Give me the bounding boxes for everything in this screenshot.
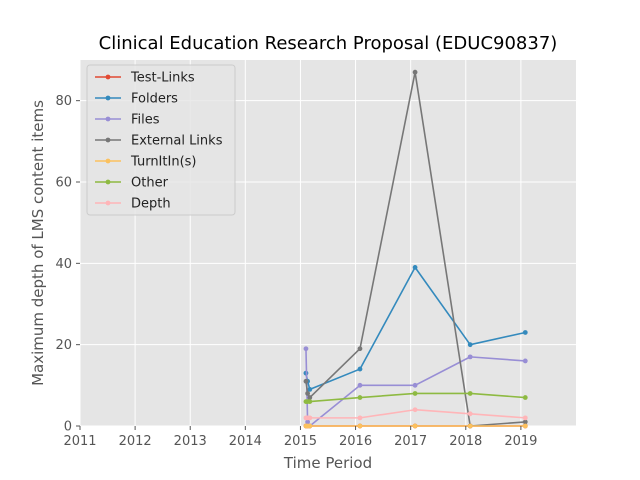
data-point-depth [307,415,313,421]
data-point-folders [412,265,418,270]
x-tick-label: 2014 [229,434,262,449]
legend-marker [105,179,111,185]
legend-label: Files [131,113,160,128]
data-point-folders [467,342,473,348]
data-point-other [522,395,528,400]
y-tick-label: 0 [64,420,72,435]
data-point-external-links [303,378,309,384]
legend-marker [105,74,111,80]
data-point-folders [522,330,528,335]
legend-label: Other [131,176,169,191]
data-point-files [467,354,473,360]
data-point-folders [357,366,363,372]
legend-marker [105,116,111,122]
legend-box [86,64,236,216]
legend-marker [105,95,111,101]
y-tick-label: 60 [55,176,72,191]
data-point-turnitin-s [522,423,528,429]
series-turnitin-s [303,423,528,429]
y-tick-label: 80 [55,94,72,109]
data-point-turnitin-s [412,423,418,429]
data-point-files [305,419,311,425]
legend-label: Test-Links [130,71,195,86]
data-point-other [307,399,313,404]
x-tick-label: 2011 [63,434,96,449]
data-point-turnitin-s [357,423,363,429]
data-point-depth [522,415,528,421]
x-axis-title: Time Period [283,454,372,472]
y-tick-label: 40 [55,257,72,272]
data-point-depth [467,411,473,417]
series-depth [303,407,528,421]
legend: Test-Links Folders Files External Links Turn… [86,64,236,216]
x-tick-label: 2013 [174,434,207,449]
data-point-folders [307,387,313,392]
data-point-turnitin-s [307,423,313,429]
series-other [303,391,528,404]
data-point-turnitin-s [467,423,473,429]
data-point-other [412,391,418,396]
legend-marker [105,200,111,206]
legend-marker [105,137,111,143]
legend-label: TurnItIn(s) [130,155,196,170]
x-axis-ticks: 2011 2012 2013 2014 2015 2016 2017 2018 2019 [63,426,537,449]
legend-label: Depth [131,197,171,212]
data-point-files [303,346,309,352]
legend-marker [105,158,111,164]
data-point-external-links [357,346,363,352]
x-tick-label: 2016 [339,434,372,449]
x-tick-label: 2012 [119,434,152,449]
data-point-other [357,395,363,400]
y-axis-title: Maximum depth of LMS content items [29,100,47,386]
data-point-other [467,391,473,396]
data-point-external-links [412,69,418,75]
y-tick-label: 20 [55,338,72,353]
data-point-external-links [305,391,311,396]
series-layer [303,69,528,429]
x-tick-label: 2015 [284,434,317,449]
x-tick-label: 2019 [504,434,537,449]
x-tick-label: 2017 [394,434,427,449]
data-point-files [357,382,363,388]
y-axis-ticks: 0 20 40 60 80 [55,94,80,435]
data-point-files [522,358,528,364]
legend-label: External Links [131,134,223,149]
chart-title: Clinical Education Research Proposal (ED… [99,33,558,54]
data-point-depth [357,415,363,421]
legend-label: Folders [131,92,178,107]
x-tick-label: 2018 [449,434,482,449]
data-point-external-links [307,395,313,400]
data-point-files [412,382,418,388]
data-point-depth [412,407,418,413]
data-point-external-links [522,419,528,425]
